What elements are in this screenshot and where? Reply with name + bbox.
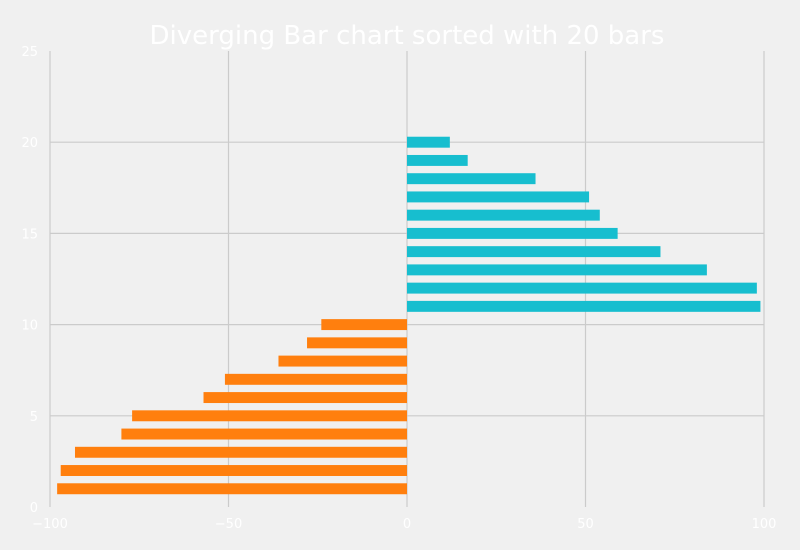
bar <box>407 191 590 203</box>
y-tick-label: 10 <box>21 319 38 334</box>
bar <box>278 355 407 367</box>
bar <box>74 446 408 458</box>
x-tick-label: 100 <box>752 517 777 532</box>
x-tick-label: −100 <box>32 517 68 532</box>
bar <box>407 282 757 294</box>
bar <box>407 300 761 312</box>
bar <box>407 136 450 148</box>
y-tick-label: 5 <box>30 410 38 425</box>
bar <box>407 264 707 276</box>
bar <box>224 373 407 385</box>
chart-title: Diverging Bar chart sorted with 20 bars <box>150 21 665 51</box>
bar <box>407 246 661 258</box>
bar <box>132 410 408 422</box>
bar <box>57 483 407 495</box>
y-tick-label: 25 <box>21 45 38 60</box>
bar <box>60 465 408 476</box>
x-tick-label: 0 <box>403 517 411 532</box>
bar <box>203 392 407 404</box>
y-tick-label: 0 <box>30 501 38 516</box>
x-tick-label: 50 <box>577 517 594 532</box>
bar <box>321 319 407 331</box>
bar <box>407 227 618 239</box>
bar-layer <box>57 136 761 495</box>
bar <box>307 337 407 349</box>
bar <box>121 428 408 440</box>
bar <box>407 154 468 166</box>
tick-layer: −100 −50 0 50 100 0 5 10 15 20 25 <box>21 45 776 532</box>
bar <box>407 173 536 185</box>
x-tick-label: −50 <box>215 517 242 532</box>
bar <box>407 209 600 221</box>
y-tick-label: 15 <box>21 227 38 242</box>
y-tick-label: 20 <box>21 136 38 151</box>
